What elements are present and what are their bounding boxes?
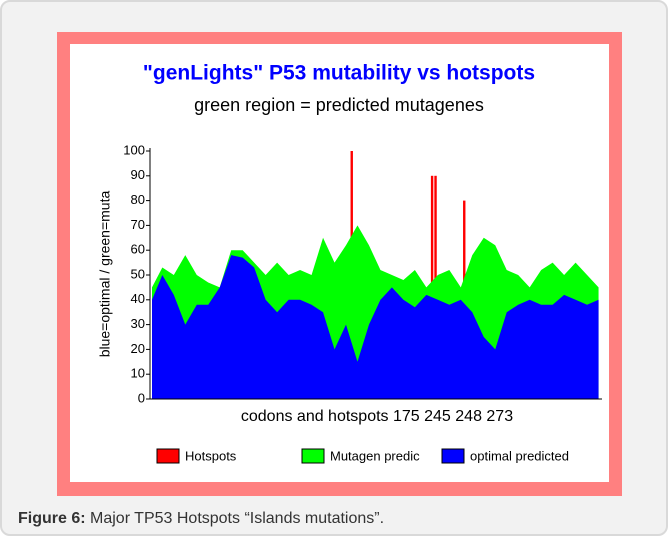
- legend-label: Mutagen predic: [330, 448, 420, 463]
- y-axis-label: blue=optimal / green=muta: [97, 191, 113, 358]
- plot: 0 10 20 30 40 50 60 70 80 90 100: [123, 142, 602, 405]
- caption: Figure 6: Major TP53 Hotspots “Islands m…: [18, 510, 384, 528]
- legend-label: Hotspots: [185, 448, 237, 463]
- area: [152, 255, 599, 399]
- y-tick-label: 40: [131, 291, 145, 306]
- y-tick-label: 10: [131, 366, 145, 381]
- y-tick-label: 0: [138, 390, 145, 405]
- chart-subtitle: green region = predicted mutagenes: [194, 95, 484, 115]
- y-tick-label: 20: [131, 341, 145, 356]
- chart-title: "genLights" P53 mutability vs hotspots: [143, 62, 535, 85]
- legend: Hotspots Mutagen predic optimal predicted: [156, 448, 569, 464]
- legend-label: optimal predicted: [470, 448, 569, 463]
- y-tick-label: 100: [123, 142, 145, 157]
- y-tick-label: 50: [131, 266, 145, 281]
- legend-swatch: [301, 448, 325, 464]
- y-tick-label: 90: [131, 167, 145, 182]
- legend-swatch: [156, 448, 180, 464]
- y-tick-label: 70: [131, 217, 145, 232]
- caption-text: Major TP53 Hotspots “Islands mutations”.: [85, 510, 385, 527]
- legend-swatch: [441, 448, 465, 464]
- caption-label: Figure 6:: [18, 510, 86, 527]
- y-tick-label: 80: [131, 192, 145, 207]
- y-tick-label: 30: [131, 316, 145, 331]
- x-axis-label: codons and hotspots 175 245 248 273: [241, 408, 513, 425]
- y-tick-label: 60: [131, 242, 145, 257]
